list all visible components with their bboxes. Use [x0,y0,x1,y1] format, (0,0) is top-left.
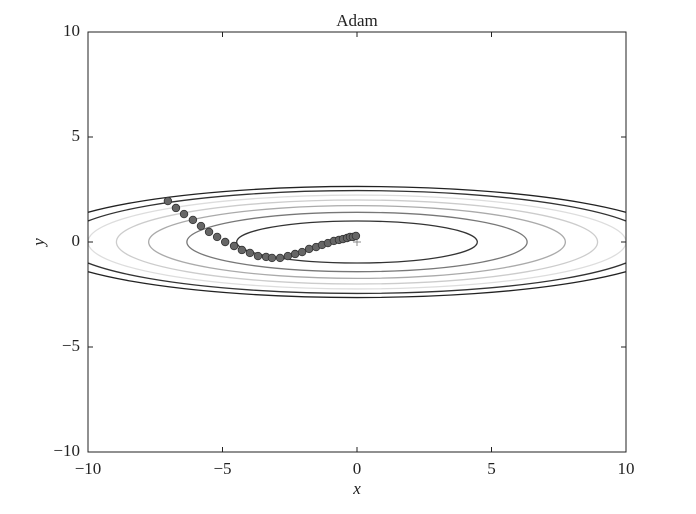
contour [88,189,626,295]
point [304,244,314,254]
point [229,241,239,251]
point [253,251,263,261]
x-tick-label: −10 [75,459,102,478]
point [163,196,173,206]
point [351,231,361,241]
point [179,209,189,219]
point [267,253,277,263]
point [290,249,300,259]
contour [236,220,478,264]
point [245,248,255,258]
y-tick-label: 0 [72,231,81,250]
x-axis-label: x [352,479,361,498]
contour [115,199,599,285]
y-tick-label: −10 [53,441,80,460]
x-tick-label: 0 [353,459,362,478]
point [220,237,230,247]
point [196,221,206,231]
point [275,253,285,263]
y-tick-label: −5 [62,336,80,355]
contour [147,204,567,280]
point [188,215,198,225]
contour [88,185,626,299]
point [212,232,222,242]
point [171,203,181,213]
point [283,251,293,261]
contour [186,211,528,273]
points [163,196,361,263]
y-axis-label: y [29,238,48,248]
x-tick-label: 5 [487,459,496,478]
x-tick-label: 10 [618,459,635,478]
point [204,227,214,237]
contour [88,194,626,290]
point [297,247,307,257]
contours [88,185,626,299]
x-tick-label: −5 [213,459,231,478]
chart-title: Adam [336,11,378,30]
y-tick-label: 10 [63,21,80,40]
point [237,245,247,255]
y-tick-label: 5 [72,126,81,145]
